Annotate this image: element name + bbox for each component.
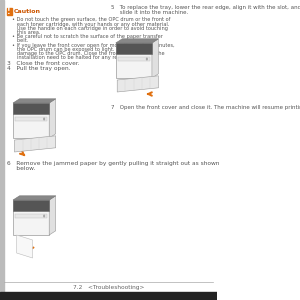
Text: damage to the OPC drum. Close the front cover should the: damage to the OPC drum. Close the front … bbox=[12, 51, 165, 56]
Bar bbox=[116, 43, 152, 54]
Text: belt.: belt. bbox=[12, 38, 29, 43]
Text: !: ! bbox=[7, 7, 11, 16]
Circle shape bbox=[146, 58, 148, 60]
Bar bbox=[116, 43, 152, 78]
Text: • If you leave the front cover open for more than a few minutes,: • If you leave the front cover open for … bbox=[12, 43, 175, 48]
Polygon shape bbox=[117, 76, 158, 92]
Polygon shape bbox=[14, 136, 56, 152]
Circle shape bbox=[43, 215, 45, 217]
Text: Caution: Caution bbox=[14, 9, 41, 14]
Bar bbox=[13, 200, 49, 235]
Bar bbox=[15, 214, 47, 218]
Bar bbox=[7, 8, 12, 15]
Polygon shape bbox=[13, 196, 56, 200]
Bar bbox=[0, 0, 4, 300]
Text: • Be careful not to scratch the surface of the paper transfer: • Be careful not to scratch the surface … bbox=[12, 34, 163, 39]
Text: Use the handle on each cartridge in order to avoid touching: Use the handle on each cartridge in orde… bbox=[12, 26, 168, 31]
Text: • Do not touch the green surface, the OPC drum or the front of: • Do not touch the green surface, the OP… bbox=[12, 17, 171, 22]
Text: 5   To replace the tray, lower the rear edge, align it with the slot, and: 5 To replace the tray, lower the rear ed… bbox=[111, 5, 300, 10]
Text: installation need to be halted for any reason.: installation need to be halted for any r… bbox=[12, 55, 131, 60]
Text: the OPC drum can be exposed to light. This will cause: the OPC drum can be exposed to light. Th… bbox=[12, 47, 153, 52]
Bar bbox=[13, 103, 49, 138]
Polygon shape bbox=[16, 235, 33, 258]
Text: 7   Open the front cover and close it. The machine will resume printing.: 7 Open the front cover and close it. The… bbox=[111, 105, 300, 110]
Text: this area.: this area. bbox=[12, 30, 41, 35]
Polygon shape bbox=[49, 99, 56, 138]
Text: 7.2   <Troubleshooting>: 7.2 <Troubleshooting> bbox=[73, 284, 144, 290]
Bar bbox=[15, 117, 47, 121]
Polygon shape bbox=[116, 39, 158, 43]
Text: 4   Pull the tray open.: 4 Pull the tray open. bbox=[7, 66, 70, 71]
Bar bbox=[118, 57, 150, 61]
Circle shape bbox=[43, 118, 45, 120]
Bar bbox=[13, 103, 49, 114]
Text: each toner cartridge, with your hands or any other material.: each toner cartridge, with your hands or… bbox=[12, 22, 170, 27]
Polygon shape bbox=[49, 196, 56, 235]
Bar bbox=[13, 200, 49, 211]
Text: 6   Remove the jammed paper by gently pulling it straight out as shown: 6 Remove the jammed paper by gently pull… bbox=[7, 161, 219, 166]
Text: below.: below. bbox=[7, 166, 35, 171]
Text: slide it into the machine.: slide it into the machine. bbox=[111, 10, 188, 15]
Polygon shape bbox=[152, 39, 158, 78]
Text: 3   Close the front cover.: 3 Close the front cover. bbox=[7, 61, 79, 66]
Bar bbox=[0, 292, 217, 300]
Polygon shape bbox=[13, 99, 56, 103]
